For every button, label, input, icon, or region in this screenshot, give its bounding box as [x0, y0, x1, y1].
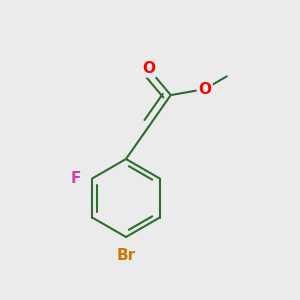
Text: O: O: [198, 82, 211, 97]
Text: O: O: [142, 61, 155, 76]
Text: Br: Br: [116, 248, 136, 262]
Text: F: F: [70, 171, 81, 186]
